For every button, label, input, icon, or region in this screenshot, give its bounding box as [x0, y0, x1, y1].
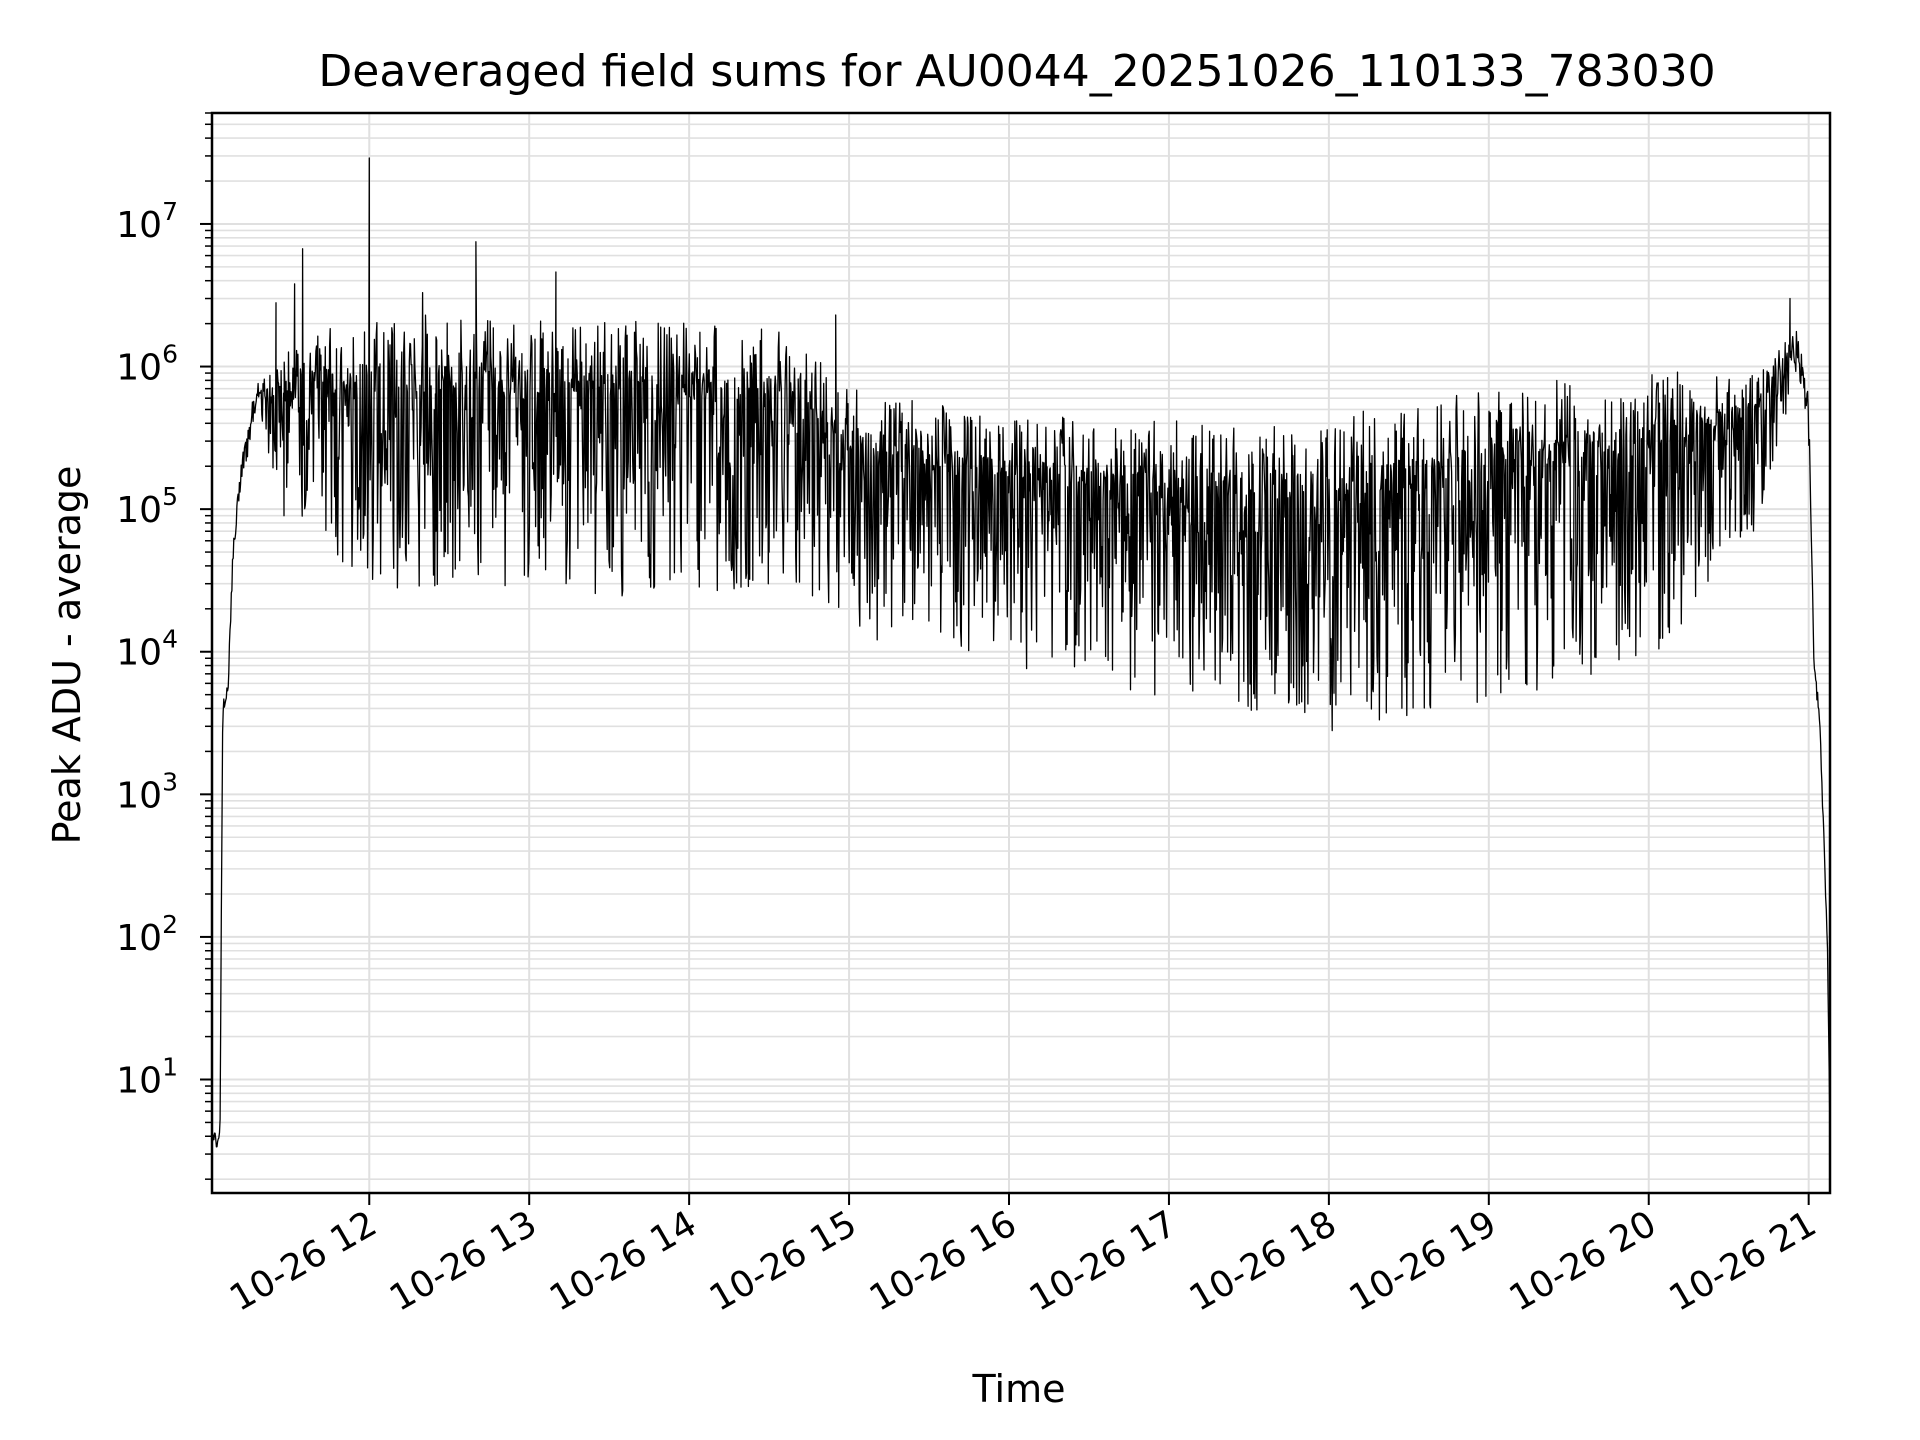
- y-tick-label: 107: [116, 197, 178, 246]
- y-tick-label: 102: [116, 910, 178, 959]
- y-tick-label: 105: [116, 482, 178, 531]
- y-tick-label: 106: [116, 340, 178, 389]
- y-axis-label: Peak ADU - average: [45, 466, 89, 845]
- grid: [212, 112, 1830, 1193]
- y-tick-label: 104: [116, 625, 178, 674]
- chart-title: Deaveraged field sums for AU0044_2025102…: [318, 46, 1715, 97]
- y-tick-label: 103: [116, 767, 178, 816]
- x-axis-label: Time: [972, 1367, 1066, 1411]
- series-line: [211, 157, 1831, 1148]
- y-tick-label: 101: [116, 1053, 178, 1102]
- plot-frame: [210, 111, 1832, 1195]
